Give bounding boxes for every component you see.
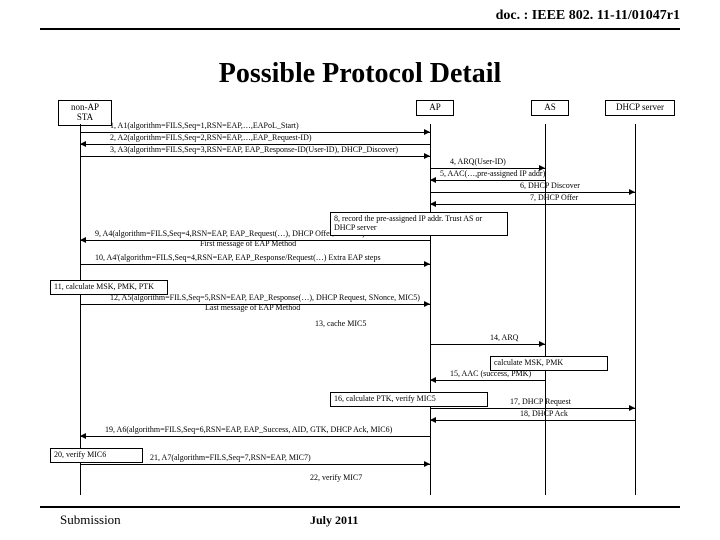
message-label: 9, A4(algorithm=FILS,Seq=4,RSN=EAP, EAP_… [95, 230, 365, 238]
actor-box: AS [531, 100, 569, 116]
message-label: 17, DHCP Request [510, 398, 571, 406]
actor-box: AP [416, 100, 454, 116]
actor-box: DHCP server [605, 100, 675, 116]
header-rule [40, 28, 680, 30]
message-label: 13, cache MIC5 [315, 320, 366, 328]
arrow-head-icon [80, 237, 86, 243]
message-label: 3, A3(algorithm=FILS,Seq=3,RSN=EAP, EAP_… [110, 146, 398, 154]
arrow-head-icon [424, 461, 430, 467]
message-label: Last message of EAP Method [205, 304, 300, 312]
arrow-head-icon [80, 433, 86, 439]
sequence-diagram: non-AP STA AP AS DHCP server 1, A1(algorithm… [50, 100, 690, 495]
note-box: 11, calculate MSK, PMK, PTK [50, 280, 168, 295]
message-label: 18, DHCP Ack [520, 410, 568, 418]
message-label: 4, ARQ(User-ID) [450, 158, 506, 166]
arrow-head-icon [629, 189, 635, 195]
message-label: 22, verify MIC7 [310, 474, 362, 482]
arrow-head-icon [629, 405, 635, 411]
message-arrow [80, 264, 430, 265]
arrow-head-icon [430, 377, 436, 383]
arrow-head-icon [430, 201, 436, 207]
message-arrow [430, 380, 545, 381]
message-label: 19, A6(algorithm=FILS,Seq=6,RSN=EAP, EAP… [105, 426, 392, 434]
message-label: 14, ARQ [490, 334, 518, 342]
lifeline [635, 124, 636, 495]
message-label: 2, A2(algorithm=FILS,Seq=2,RSN=EAP,…,EAP… [110, 134, 312, 142]
footer-rule [40, 506, 680, 508]
arrow-head-icon [424, 261, 430, 267]
message-arrow [430, 344, 545, 345]
arrow-head-icon [430, 417, 436, 423]
message-arrow [430, 204, 635, 205]
message-arrow [80, 436, 430, 437]
message-label: 21, A7(algorithm=FILS,Seq=7,RSN=EAP, MIC… [150, 454, 311, 462]
message-label: 1, A1(algorithm=FILS,Seq=1,RSN=EAP,…,EAP… [110, 122, 299, 130]
lifeline [545, 124, 546, 495]
arrow-head-icon [539, 341, 545, 347]
arrow-head-icon [424, 129, 430, 135]
arrow-head-icon [424, 153, 430, 159]
arrow-head-icon [80, 141, 86, 147]
note-box: 8, record the pre-assigned IP addr. Trus… [330, 212, 508, 236]
message-label: 5, AAC(…,pre-assigned IP addr) [440, 170, 545, 178]
submission-label: Submission [60, 512, 121, 528]
message-label: 6, DHCP Discover [520, 182, 580, 190]
note-box: 20, verify MIC6 [50, 448, 143, 463]
message-arrow [80, 464, 430, 465]
footer-date: July 2011 [310, 513, 358, 528]
page-title: Possible Protocol Detail [0, 58, 720, 90]
message-label: 10, A4'(algorithm=FILS,Seq=4,RSN=EAP, EA… [95, 254, 381, 262]
actor-box: non-AP STA [58, 100, 112, 126]
message-arrow [80, 156, 430, 157]
doc-id: doc. : IEEE 802. 11-11/01047r1 [496, 8, 680, 24]
lifeline [80, 124, 81, 495]
note-box: 16, calculate PTK, verify MIC5 [330, 392, 488, 407]
message-label: First message of EAP Method [200, 240, 296, 248]
note-box: calculate MSK, PMK [490, 356, 608, 371]
message-label: 7, DHCP Offer [530, 194, 578, 202]
arrow-head-icon [424, 301, 430, 307]
arrow-head-icon [430, 177, 436, 183]
message-arrow [430, 420, 635, 421]
message-label: 12, A5(algorithm=FILS,Seq=5,RSN=EAP, EAP… [110, 294, 420, 302]
message-label: 15, AAC (success, PMK) [450, 370, 531, 378]
